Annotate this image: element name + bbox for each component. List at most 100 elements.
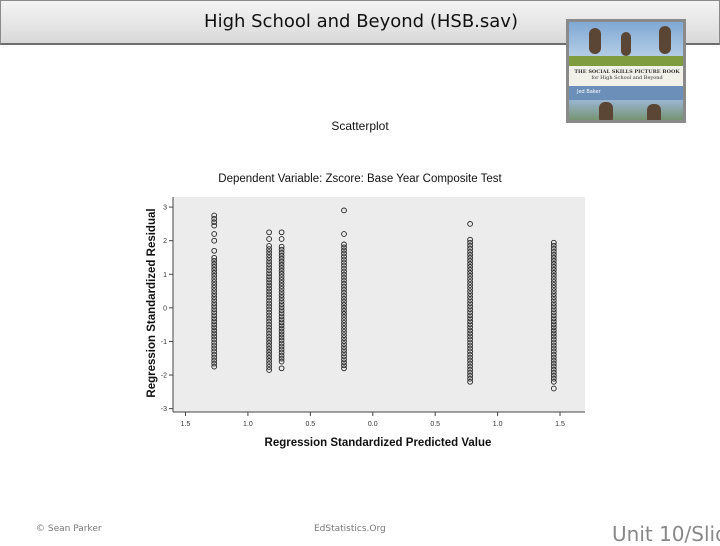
data-point bbox=[266, 243, 272, 249]
data-point bbox=[266, 333, 272, 340]
data-point bbox=[550, 279, 557, 285]
data-point bbox=[278, 343, 285, 350]
data-point bbox=[467, 300, 473, 307]
data-point bbox=[211, 267, 218, 273]
data-point bbox=[467, 297, 473, 303]
data-point bbox=[467, 261, 473, 267]
data-point bbox=[211, 264, 218, 270]
data-point bbox=[467, 285, 473, 291]
data-point bbox=[550, 351, 557, 358]
data-point bbox=[278, 319, 285, 326]
data-point bbox=[266, 355, 272, 361]
data-point bbox=[467, 375, 473, 382]
data-point bbox=[211, 270, 218, 276]
data-point bbox=[341, 289, 347, 296]
data-point bbox=[211, 222, 218, 229]
data-point bbox=[211, 231, 218, 237]
data-point bbox=[278, 274, 285, 280]
x-axis-label: Regression Standardized Predicted Value bbox=[265, 437, 492, 449]
data-point bbox=[341, 247, 347, 254]
y-tick-label: -2 bbox=[161, 373, 167, 380]
data-point bbox=[550, 366, 557, 373]
data-point bbox=[341, 329, 347, 335]
data-point bbox=[211, 324, 218, 331]
x-tick-label: 0.0 bbox=[368, 421, 378, 428]
data-point bbox=[341, 341, 347, 347]
data-point bbox=[211, 318, 218, 325]
data-point bbox=[266, 270, 272, 277]
data-point bbox=[211, 363, 218, 370]
data-point bbox=[211, 288, 218, 294]
data-point bbox=[467, 369, 473, 376]
data-point bbox=[211, 303, 218, 310]
data-point bbox=[467, 245, 473, 252]
data-point bbox=[341, 265, 347, 272]
data-point bbox=[266, 361, 272, 367]
data-point bbox=[278, 268, 285, 274]
data-point bbox=[341, 262, 347, 269]
data-point bbox=[550, 378, 557, 385]
data-point bbox=[266, 321, 272, 328]
data-point bbox=[278, 322, 285, 329]
data-point bbox=[341, 256, 347, 263]
data-point bbox=[467, 236, 473, 243]
data-point bbox=[278, 295, 285, 301]
data-point bbox=[211, 354, 218, 361]
data-point bbox=[266, 264, 272, 271]
data-point bbox=[211, 333, 218, 340]
data-point bbox=[266, 285, 272, 292]
data-point bbox=[278, 301, 285, 308]
chart-subtitle: Dependent Variable: Zscore: Base Year Co… bbox=[218, 173, 502, 185]
data-point bbox=[211, 212, 218, 219]
data-point bbox=[467, 357, 473, 364]
data-point bbox=[278, 337, 285, 344]
data-points bbox=[211, 207, 557, 392]
data-point bbox=[341, 305, 347, 311]
x-tick-label: 1.0 bbox=[493, 421, 503, 428]
data-point bbox=[266, 336, 272, 343]
data-point bbox=[550, 300, 557, 307]
data-point bbox=[278, 283, 285, 289]
data-point bbox=[550, 357, 557, 364]
data-point bbox=[211, 282, 218, 288]
slide-number: Unit 10/Slide bbox=[612, 522, 720, 546]
data-point bbox=[266, 315, 272, 322]
data-point bbox=[278, 252, 285, 259]
data-point bbox=[278, 271, 285, 277]
data-point bbox=[550, 327, 557, 334]
data-point bbox=[341, 353, 347, 360]
data-point bbox=[467, 360, 473, 367]
data-point bbox=[550, 339, 557, 346]
data-point bbox=[341, 362, 347, 369]
data-point bbox=[467, 339, 473, 346]
data-point bbox=[278, 365, 285, 372]
data-point bbox=[467, 348, 473, 355]
data-point bbox=[467, 315, 473, 322]
data-point bbox=[278, 316, 285, 323]
data-point bbox=[341, 317, 347, 323]
data-point bbox=[467, 321, 473, 328]
data-point bbox=[341, 335, 347, 341]
data-point bbox=[211, 237, 218, 244]
data-point bbox=[266, 294, 272, 301]
data-point bbox=[211, 345, 218, 352]
data-point bbox=[211, 273, 218, 279]
data-point bbox=[467, 354, 473, 361]
data-point bbox=[341, 268, 347, 275]
data-point bbox=[211, 312, 218, 319]
data-point bbox=[211, 219, 218, 226]
data-point bbox=[467, 372, 473, 379]
data-point bbox=[211, 306, 218, 313]
data-point bbox=[341, 271, 347, 278]
book-cover-image: THE SOCIAL SKILLS PICTURE BOOK for High … bbox=[566, 19, 686, 123]
data-point bbox=[550, 282, 557, 288]
y-tick-label: -3 bbox=[161, 406, 167, 413]
data-point bbox=[550, 264, 557, 270]
data-point bbox=[467, 251, 473, 258]
data-point bbox=[266, 364, 272, 370]
data-point bbox=[278, 258, 285, 265]
data-point bbox=[341, 323, 347, 329]
cover-figure bbox=[621, 32, 631, 56]
data-point bbox=[341, 314, 347, 320]
data-point bbox=[278, 246, 285, 253]
